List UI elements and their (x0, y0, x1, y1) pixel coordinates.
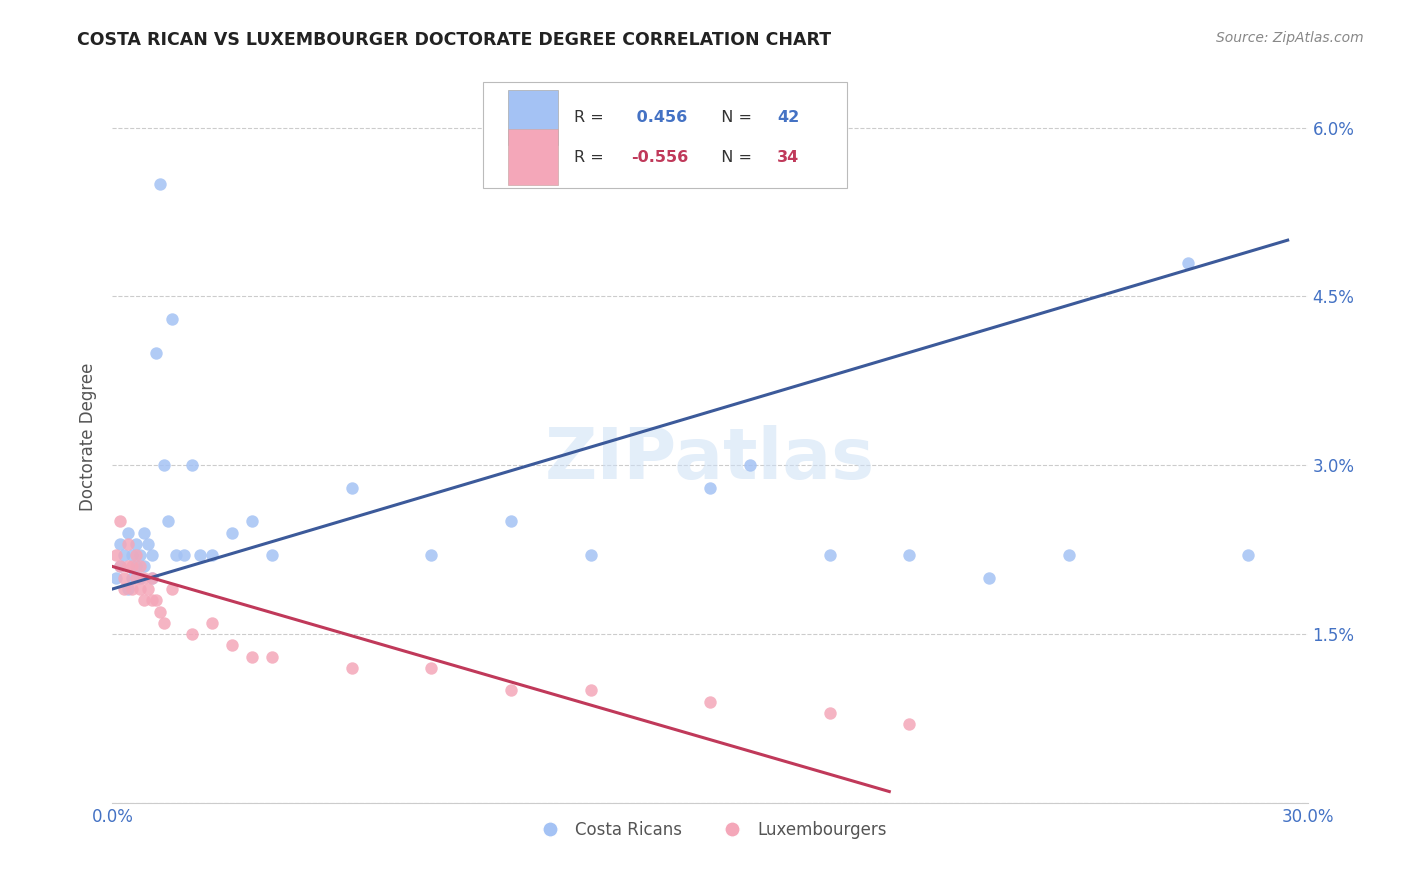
Text: R =: R = (574, 150, 609, 165)
Point (162, 312, 183, 326)
Point (499, 683, 522, 698)
Point (125, 571, 148, 585)
Point (221, 638, 243, 652)
Point (149, 177, 172, 191)
Point (114, 582, 135, 596)
Point (129, 582, 152, 596)
Text: R =: R = (574, 110, 609, 125)
Point (260, 649, 283, 664)
Text: 34: 34 (778, 150, 799, 165)
Point (138, 582, 160, 596)
Point (818, 706, 841, 720)
Point (162, 582, 183, 596)
Text: ZIPatlas: ZIPatlas (546, 425, 875, 493)
Point (125, 537, 148, 551)
Point (134, 559, 156, 574)
Point (898, 548, 921, 562)
Point (141, 571, 163, 585)
Text: N =: N = (711, 150, 758, 165)
Point (141, 571, 163, 585)
Point (260, 548, 283, 562)
Point (240, 649, 263, 664)
Point (145, 593, 167, 607)
Point (121, 582, 143, 596)
Point (977, 571, 1000, 585)
Point (818, 548, 841, 562)
Point (738, 458, 761, 473)
Legend: Costa Ricans, Luxembourgers: Costa Ricans, Luxembourgers (527, 814, 893, 846)
Point (117, 559, 139, 574)
Point (699, 481, 721, 495)
Point (129, 571, 152, 585)
Text: N =: N = (711, 110, 758, 125)
Point (121, 559, 143, 574)
Point (1177, 255, 1199, 269)
Point (340, 661, 363, 675)
Point (125, 548, 148, 562)
Point (153, 615, 176, 630)
Point (110, 559, 132, 574)
FancyBboxPatch shape (508, 90, 558, 145)
Point (129, 559, 152, 574)
Text: -0.556: -0.556 (631, 150, 689, 165)
Point (114, 548, 135, 562)
FancyBboxPatch shape (508, 129, 558, 185)
Point (134, 571, 156, 585)
Point (898, 717, 921, 731)
Point (141, 548, 163, 562)
Point (221, 525, 243, 540)
Point (1057, 548, 1080, 562)
Point (105, 548, 128, 562)
Point (121, 571, 143, 585)
Point (117, 582, 139, 596)
Point (699, 694, 721, 708)
Point (134, 525, 156, 540)
Point (105, 571, 128, 585)
Point (125, 559, 148, 574)
Point (114, 571, 135, 585)
Point (110, 559, 132, 574)
Point (153, 458, 176, 473)
Point (173, 548, 195, 562)
Point (201, 615, 224, 630)
Point (420, 548, 443, 562)
Point (145, 345, 167, 359)
Point (157, 515, 180, 529)
Point (117, 525, 139, 540)
Point (110, 537, 132, 551)
Text: 42: 42 (778, 110, 799, 125)
Point (340, 481, 363, 495)
Text: Source: ZipAtlas.com: Source: ZipAtlas.com (1216, 31, 1364, 45)
Point (420, 661, 443, 675)
Point (579, 548, 602, 562)
Point (165, 548, 187, 562)
Point (201, 548, 224, 562)
Text: 0.456: 0.456 (631, 110, 688, 125)
Point (181, 458, 204, 473)
Point (1237, 548, 1260, 562)
Point (110, 515, 132, 529)
Point (181, 627, 204, 641)
Point (129, 548, 152, 562)
Y-axis label: Doctorate Degree: Doctorate Degree (79, 363, 97, 511)
Point (579, 683, 602, 698)
Point (117, 537, 139, 551)
Point (138, 537, 160, 551)
Point (149, 605, 172, 619)
Point (141, 593, 163, 607)
Point (188, 548, 211, 562)
Point (240, 515, 263, 529)
Point (134, 593, 156, 607)
Point (121, 548, 143, 562)
Point (499, 515, 522, 529)
FancyBboxPatch shape (484, 82, 848, 188)
Text: COSTA RICAN VS LUXEMBOURGER DOCTORATE DEGREE CORRELATION CHART: COSTA RICAN VS LUXEMBOURGER DOCTORATE DE… (77, 31, 831, 49)
